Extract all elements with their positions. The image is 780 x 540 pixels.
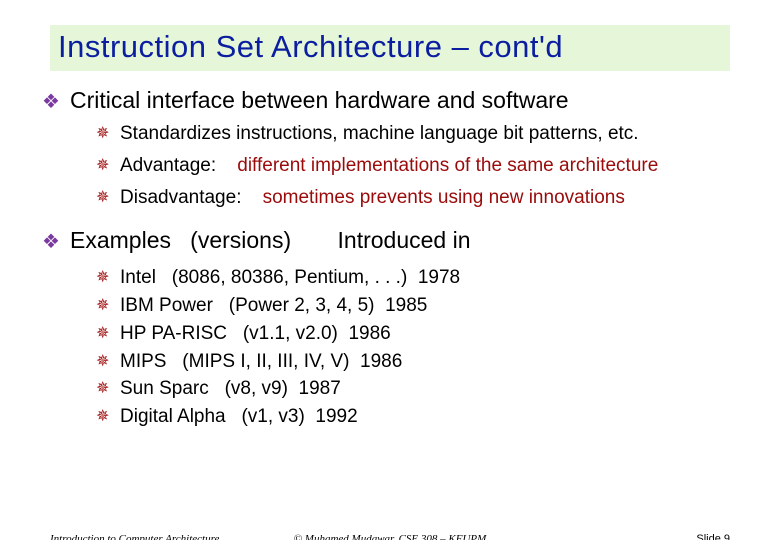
example-name: MIPS [120, 351, 166, 372]
bullet-prefix: Disadvantage: [120, 187, 241, 208]
burst-icon: ✵ [96, 352, 109, 372]
example-row: ✵MIPS (MIPS I, II, III, IV, V) 1986 [120, 350, 720, 374]
example-name: Intel [120, 267, 156, 288]
bullet-disadvantage: ✵ Disadvantage: sometimes prevents using… [120, 186, 720, 210]
burst-icon: ✵ [96, 296, 109, 316]
burst-icon: ✵ [96, 268, 109, 288]
diamond-icon: ❖ [42, 229, 60, 254]
bullet-prefix: Advantage: [120, 155, 216, 176]
example-year: 1986 [360, 351, 402, 372]
burst-icon: ✵ [96, 379, 109, 399]
example-year: 1992 [315, 406, 357, 427]
example-name: HP PA-RISC [120, 323, 227, 344]
bullet-advantage: ✵ Advantage: different implementations o… [120, 154, 720, 178]
example-row: ✵Intel (8086, 80386, Pentium, . . .) 197… [120, 266, 720, 290]
bullet-standardizes: ✵ Standardizes instructions, machine lan… [120, 122, 720, 146]
example-name: Sun Sparc [120, 378, 209, 399]
example-versions: (8086, 80386, Pentium, . . .) [172, 267, 408, 288]
slide: Instruction Set Architecture – cont'd ❖ … [0, 25, 780, 540]
diamond-icon: ❖ [42, 89, 60, 114]
burst-icon: ✵ [96, 156, 109, 176]
example-name: IBM Power [120, 295, 213, 316]
bullet-text: Critical interface between hardware and … [70, 87, 569, 113]
example-versions: (v1, v3) [241, 406, 304, 427]
examples-header: ❖ Examples (versions) Introduced in [70, 227, 730, 254]
burst-icon: ✵ [96, 324, 109, 344]
example-year: 1978 [418, 267, 460, 288]
burst-icon: ✵ [96, 407, 109, 427]
example-year: 1986 [348, 323, 390, 344]
example-row: ✵Digital Alpha (v1, v3) 1992 [120, 405, 720, 429]
examples-label: Examples [70, 227, 171, 253]
bullet-text: Standardizes instructions, machine langu… [120, 123, 639, 144]
example-row: ✵Sun Sparc (v8, v9) 1987 [120, 377, 720, 401]
bullet-highlight: sometimes prevents using new innovations [263, 187, 625, 208]
burst-icon: ✵ [96, 124, 109, 144]
example-versions: (MIPS I, II, III, IV, V) [182, 351, 349, 372]
footer-center: © Muhamed Mudawar, CSE 308 – KFUPM [50, 533, 730, 540]
example-row: ✵HP PA-RISC (v1.1, v2.0) 1986 [120, 322, 720, 346]
burst-icon: ✵ [96, 188, 109, 208]
example-year: 1987 [299, 378, 341, 399]
example-name: Digital Alpha [120, 406, 226, 427]
example-row: ✵IBM Power (Power 2, 3, 4, 5) 1985 [120, 294, 720, 318]
example-versions: (Power 2, 3, 4, 5) [229, 295, 375, 316]
slide-title: Instruction Set Architecture – cont'd [50, 25, 730, 71]
examples-versions: (versions) [190, 227, 291, 253]
bullet-critical-interface: ❖ Critical interface between hardware an… [70, 87, 730, 114]
example-versions: (v1.1, v2.0) [243, 323, 338, 344]
footer-right: Slide 9 [696, 533, 730, 540]
example-versions: (v8, v9) [225, 378, 288, 399]
bullet-highlight: different implementations of the same ar… [237, 155, 658, 176]
examples-introduced: Introduced in [338, 227, 471, 254]
example-year: 1985 [385, 295, 427, 316]
